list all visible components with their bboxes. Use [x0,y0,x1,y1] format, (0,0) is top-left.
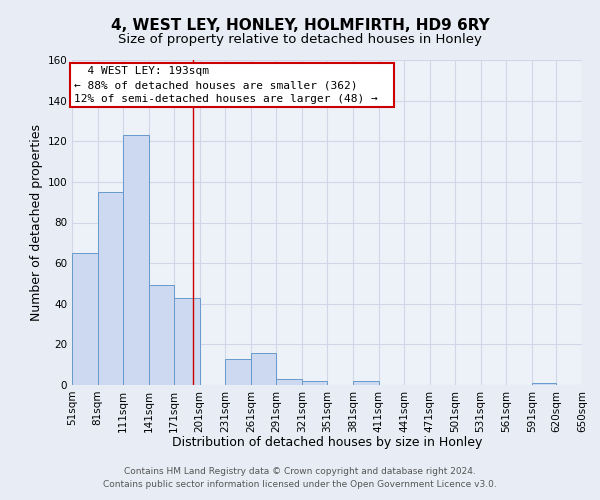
Bar [174,298,200,385]
Y-axis label: Number of detached properties: Number of detached properties [30,124,43,321]
Bar [225,358,251,385]
Text: Size of property relative to detached houses in Honley: Size of property relative to detached ho… [118,32,482,46]
X-axis label: Distribution of detached houses by size in Honley: Distribution of detached houses by size … [172,436,482,449]
Bar [532,383,556,385]
Bar [302,381,328,385]
Text: 4 WEST LEY: 193sqm
← 88% of detached houses are smaller (362)
12% of semi-detach: 4 WEST LEY: 193sqm ← 88% of detached hou… [74,66,391,104]
Bar [149,286,174,385]
Text: 4, WEST LEY, HONLEY, HOLMFIRTH, HD9 6RY: 4, WEST LEY, HONLEY, HOLMFIRTH, HD9 6RY [110,18,490,32]
Bar [251,352,277,385]
Text: Contains HM Land Registry data © Crown copyright and database right 2024.
Contai: Contains HM Land Registry data © Crown c… [103,468,497,489]
Bar [277,379,302,385]
Bar [72,253,98,385]
Bar [353,381,379,385]
Bar [98,192,123,385]
Bar [123,135,149,385]
